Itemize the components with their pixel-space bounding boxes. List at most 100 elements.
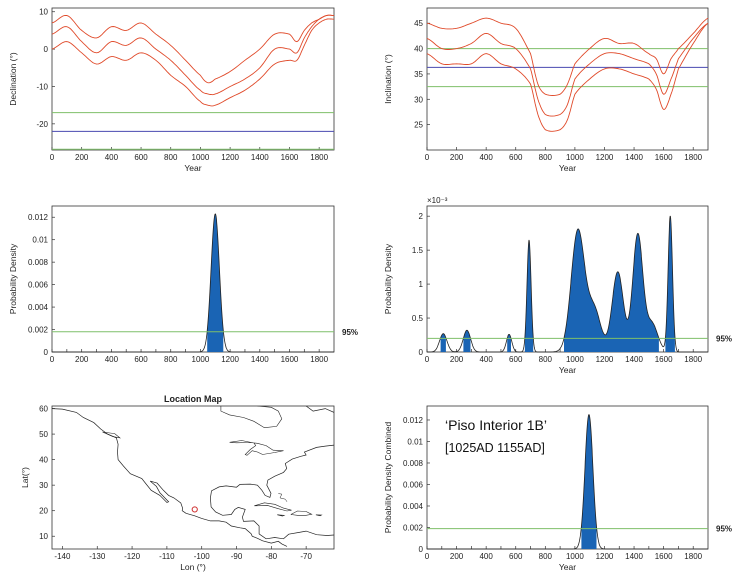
y-tick-label: 1.5 bbox=[412, 246, 424, 255]
x-tick-label: 0 bbox=[425, 552, 430, 561]
curve-mean bbox=[51, 14, 335, 96]
y-tick-label: -10 bbox=[36, 82, 48, 91]
x-tick-label: 1400 bbox=[251, 355, 269, 364]
density-fill-region-5 bbox=[665, 216, 675, 352]
curve-mean bbox=[426, 22, 709, 117]
x-axis-label: Year bbox=[559, 365, 576, 375]
plot-frame bbox=[426, 7, 709, 151]
y-axis-label: Probability Density Combined bbox=[383, 421, 393, 533]
density-fill-region-0 bbox=[207, 213, 224, 352]
density-fill-region-4 bbox=[564, 228, 659, 352]
y-tick-label: 0.01 bbox=[32, 236, 48, 245]
date-range-annotation: [1025AD 1155AD] bbox=[445, 441, 545, 455]
y-axis-label: Probability Density bbox=[383, 243, 393, 314]
y-tick-label: 0.002 bbox=[403, 523, 424, 532]
x-axis-label: Year bbox=[559, 163, 576, 173]
x-tick-label: 400 bbox=[479, 552, 493, 561]
x-tick-label: 1600 bbox=[281, 153, 299, 162]
y-axis-label: Lat(°) bbox=[20, 467, 30, 488]
x-tick-label: 1200 bbox=[596, 355, 614, 364]
x-axis-label: Year bbox=[559, 562, 576, 572]
great-lakes bbox=[229, 440, 284, 456]
pacific-coastline bbox=[52, 408, 288, 547]
curve-upper bbox=[51, 14, 335, 84]
x-tick-label: 1800 bbox=[684, 153, 702, 162]
x-tick-label: 1000 bbox=[566, 355, 584, 364]
y-tick-label: 0.004 bbox=[403, 502, 424, 511]
y-tick-label: -20 bbox=[36, 120, 48, 129]
x-tick-label: -70 bbox=[300, 552, 312, 561]
y-tick-label: 0.012 bbox=[403, 416, 424, 425]
threshold-label: 95% bbox=[716, 334, 732, 343]
curve-lower bbox=[51, 18, 334, 107]
y-tick-label: 0 bbox=[419, 545, 424, 554]
plot-frame bbox=[51, 205, 335, 353]
y-tick-label: 0.002 bbox=[28, 326, 49, 335]
x-tick-label: 800 bbox=[539, 355, 553, 364]
x-tick-label: 600 bbox=[134, 355, 148, 364]
y-tick-label: 0 bbox=[419, 348, 424, 357]
y-axis-label: Probability Density bbox=[8, 243, 18, 314]
x-tick-label: 0 bbox=[425, 355, 430, 364]
cuba-island bbox=[254, 502, 292, 512]
x-axis-label: Year bbox=[184, 163, 201, 173]
y-tick-label: 40 bbox=[414, 45, 423, 54]
panel-declination-density: 0 200 400 600 800 1000 1200 1400 1600 1800 0 0.002 0… bbox=[8, 205, 358, 364]
bahamas-islands bbox=[278, 493, 288, 502]
x-tick-label: 1400 bbox=[251, 153, 269, 162]
y-tick-label: 1 bbox=[419, 280, 424, 289]
x-tick-label: -80 bbox=[266, 552, 278, 561]
y-tick-label: 0.008 bbox=[28, 258, 49, 267]
x-tick-label: 800 bbox=[164, 153, 178, 162]
x-tick-label: 0 bbox=[50, 153, 55, 162]
density-fill-region-3 bbox=[524, 240, 534, 352]
curve-lower bbox=[426, 22, 709, 132]
puerto-rico-island bbox=[315, 514, 323, 517]
x-tick-label: 800 bbox=[539, 153, 553, 162]
y-tick-label: 60 bbox=[39, 405, 48, 414]
x-tick-label: 1000 bbox=[566, 153, 584, 162]
y-tick-label: 40 bbox=[39, 456, 48, 465]
y-tick-label: 20 bbox=[39, 507, 48, 516]
x-tick-label: 1400 bbox=[625, 153, 643, 162]
x-tick-label: 0 bbox=[425, 153, 430, 162]
plot-frame bbox=[51, 7, 335, 151]
y-tick-label: 50 bbox=[39, 430, 48, 439]
x-tick-label: -120 bbox=[124, 552, 141, 561]
hispaniola-island bbox=[290, 510, 313, 516]
atlantic-coastline bbox=[210, 444, 334, 540]
panel-location-map: -140 -130 -120 -110 -100 -90 -80 -70 10 20 30 40 50 6… bbox=[20, 394, 335, 572]
x-tick-label: -100 bbox=[194, 552, 211, 561]
density-curve bbox=[427, 215, 708, 353]
x-tick-label: 1000 bbox=[192, 355, 210, 364]
x-tick-label: 1400 bbox=[625, 552, 643, 561]
y-tick-label: 45 bbox=[414, 19, 423, 28]
x-tick-label: 1800 bbox=[310, 355, 328, 364]
y-tick-label: 0.006 bbox=[403, 480, 424, 489]
x-tick-label: -90 bbox=[231, 552, 243, 561]
panel-inclination: 0 200 400 600 800 1000 1200 1400 1600 1800 25 30 35 4… bbox=[383, 7, 709, 173]
y-tick-label: 30 bbox=[39, 481, 48, 490]
coastlines bbox=[52, 406, 334, 547]
x-tick-label: -140 bbox=[54, 552, 71, 561]
x-tick-label: 1200 bbox=[221, 153, 239, 162]
hudson-bay-coastline bbox=[220, 406, 283, 429]
y-tick-label: 0 bbox=[44, 348, 49, 357]
x-tick-label: 1600 bbox=[281, 355, 299, 364]
y-tick-label: 0.004 bbox=[28, 303, 49, 312]
x-tick-label: 1000 bbox=[566, 552, 584, 561]
x-tick-label: 600 bbox=[509, 355, 523, 364]
panel-inclination-density: 0 200 400 600 800 1000 1200 1400 1600 1800 0 0.5 1 1.… bbox=[383, 196, 732, 375]
x-axis-label: Lon (°) bbox=[180, 562, 206, 572]
x-tick-label: 1600 bbox=[655, 355, 673, 364]
y-tick-label: 0.01 bbox=[407, 437, 423, 446]
y-axis-label: Declination (°) bbox=[8, 52, 18, 106]
x-tick-label: 0 bbox=[50, 355, 55, 364]
x-tick-label: 600 bbox=[509, 552, 523, 561]
x-tick-label: -130 bbox=[89, 552, 106, 561]
y-tick-label: 2 bbox=[419, 212, 424, 221]
x-tick-label: 200 bbox=[450, 552, 464, 561]
labrador-coastline bbox=[305, 406, 334, 413]
y-tick-label: 30 bbox=[414, 95, 423, 104]
x-tick-label: 1800 bbox=[684, 552, 702, 561]
